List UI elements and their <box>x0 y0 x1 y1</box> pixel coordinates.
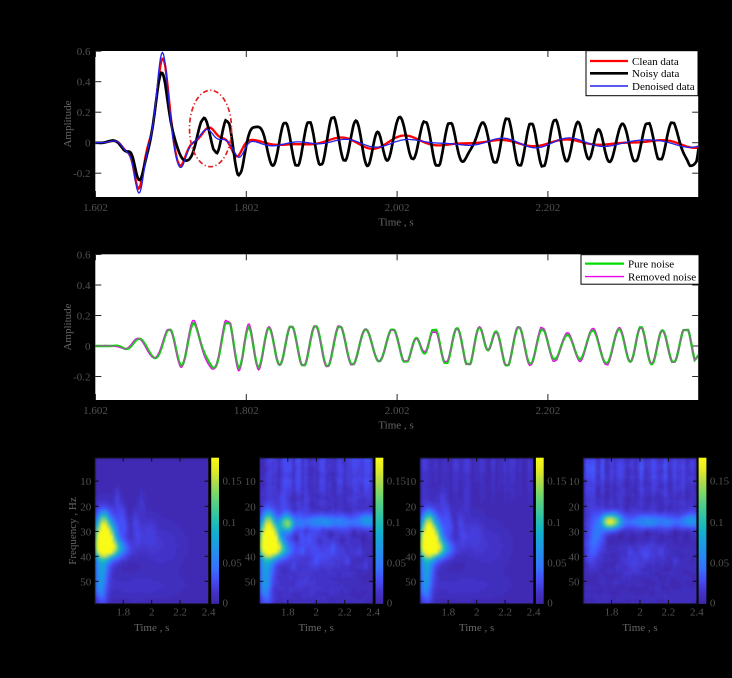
svg-text:2.4: 2.4 <box>690 607 704 619</box>
svg-text:0.6: 0.6 <box>77 250 91 262</box>
svg-text:Time , s: Time , s <box>378 217 413 229</box>
svg-text:Clean data: Clean data <box>632 56 679 68</box>
svg-text:50: 50 <box>405 576 417 588</box>
svg-text:1.8: 1.8 <box>441 607 455 619</box>
svg-text:2: 2 <box>637 607 643 619</box>
svg-text:Time , s: Time , s <box>134 622 169 634</box>
svg-text:0.1: 0.1 <box>547 517 561 529</box>
svg-text:20: 20 <box>405 501 417 513</box>
svg-text:40: 40 <box>569 551 581 563</box>
svg-text:1.602: 1.602 <box>83 202 108 214</box>
svg-text:0.05: 0.05 <box>223 557 243 569</box>
svg-text:2: 2 <box>314 607 320 619</box>
svg-text:50: 50 <box>569 576 581 588</box>
svg-text:10: 10 <box>569 476 581 488</box>
svg-text:30: 30 <box>245 526 257 538</box>
svg-text:0.4: 0.4 <box>77 280 91 292</box>
svg-text:2.202: 2.202 <box>536 202 561 214</box>
svg-text:Time , s: Time , s <box>299 622 334 634</box>
svg-text:0.15: 0.15 <box>710 475 730 487</box>
svg-text:1.8: 1.8 <box>116 607 130 619</box>
svg-text:0.05: 0.05 <box>710 557 730 569</box>
svg-text:2.202: 2.202 <box>536 405 561 417</box>
svg-text:2.2: 2.2 <box>662 607 676 619</box>
svg-text:1.8: 1.8 <box>281 607 295 619</box>
svg-text:2.4: 2.4 <box>527 607 541 619</box>
svg-text:1.8: 1.8 <box>605 607 619 619</box>
svg-text:0.1: 0.1 <box>387 517 401 529</box>
svg-text:2.2: 2.2 <box>173 607 187 619</box>
svg-text:1.802: 1.802 <box>234 202 259 214</box>
svg-text:Amplitude: Amplitude <box>62 100 74 147</box>
svg-text:30: 30 <box>405 526 417 538</box>
svg-text:20: 20 <box>245 501 257 513</box>
svg-text:-0.2: -0.2 <box>73 372 90 384</box>
svg-text:20: 20 <box>569 501 581 513</box>
svg-text:30: 30 <box>80 526 92 538</box>
svg-text:0.1: 0.1 <box>710 517 724 529</box>
svg-text:Time , s: Time , s <box>622 622 657 634</box>
svg-text:0.15: 0.15 <box>223 475 243 487</box>
svg-text:Amplitude: Amplitude <box>62 303 74 350</box>
svg-text:0.2: 0.2 <box>77 107 91 119</box>
svg-text:2.4: 2.4 <box>366 607 380 619</box>
svg-text:1.602: 1.602 <box>83 405 108 417</box>
svg-text:0: 0 <box>85 138 91 150</box>
svg-text:0: 0 <box>85 341 91 353</box>
svg-text:0.2: 0.2 <box>77 311 91 323</box>
svg-text:2: 2 <box>474 607 480 619</box>
svg-text:50: 50 <box>80 576 92 588</box>
svg-text:Pure noise: Pure noise <box>628 258 674 270</box>
svg-text:0: 0 <box>710 598 716 610</box>
svg-text:20: 20 <box>80 501 92 513</box>
svg-text:Time , s: Time , s <box>459 622 494 634</box>
svg-text:Frequency , Hz: Frequency , Hz <box>67 497 79 565</box>
svg-text:1.802: 1.802 <box>234 405 259 417</box>
svg-text:2: 2 <box>149 607 155 619</box>
svg-text:40: 40 <box>245 551 257 563</box>
svg-text:2.4: 2.4 <box>202 607 216 619</box>
svg-text:Denoised data: Denoised data <box>632 81 695 93</box>
svg-text:0: 0 <box>223 598 229 610</box>
svg-text:0.1: 0.1 <box>223 517 237 529</box>
svg-text:10: 10 <box>80 476 92 488</box>
svg-text:0.15: 0.15 <box>547 475 567 487</box>
svg-text:0: 0 <box>387 598 393 610</box>
svg-text:0.6: 0.6 <box>77 46 91 58</box>
svg-text:40: 40 <box>80 551 92 563</box>
svg-text:Time , s: Time , s <box>378 420 413 432</box>
svg-text:Removed noise: Removed noise <box>628 271 696 283</box>
svg-text:-0.2: -0.2 <box>73 168 90 180</box>
svg-text:0.05: 0.05 <box>387 557 407 569</box>
svg-text:2.002: 2.002 <box>385 202 410 214</box>
svg-text:0.15: 0.15 <box>387 475 407 487</box>
svg-text:10: 10 <box>405 476 417 488</box>
svg-text:2.2: 2.2 <box>498 607 512 619</box>
svg-text:40: 40 <box>405 551 417 563</box>
svg-text:0.05: 0.05 <box>547 557 567 569</box>
svg-text:0.4: 0.4 <box>77 77 91 89</box>
svg-text:2.002: 2.002 <box>385 405 410 417</box>
svg-text:2.2: 2.2 <box>338 607 352 619</box>
svg-text:Noisy data: Noisy data <box>632 68 679 80</box>
svg-text:0: 0 <box>547 598 553 610</box>
svg-text:10: 10 <box>245 476 257 488</box>
svg-text:30: 30 <box>569 526 581 538</box>
svg-text:50: 50 <box>245 576 257 588</box>
